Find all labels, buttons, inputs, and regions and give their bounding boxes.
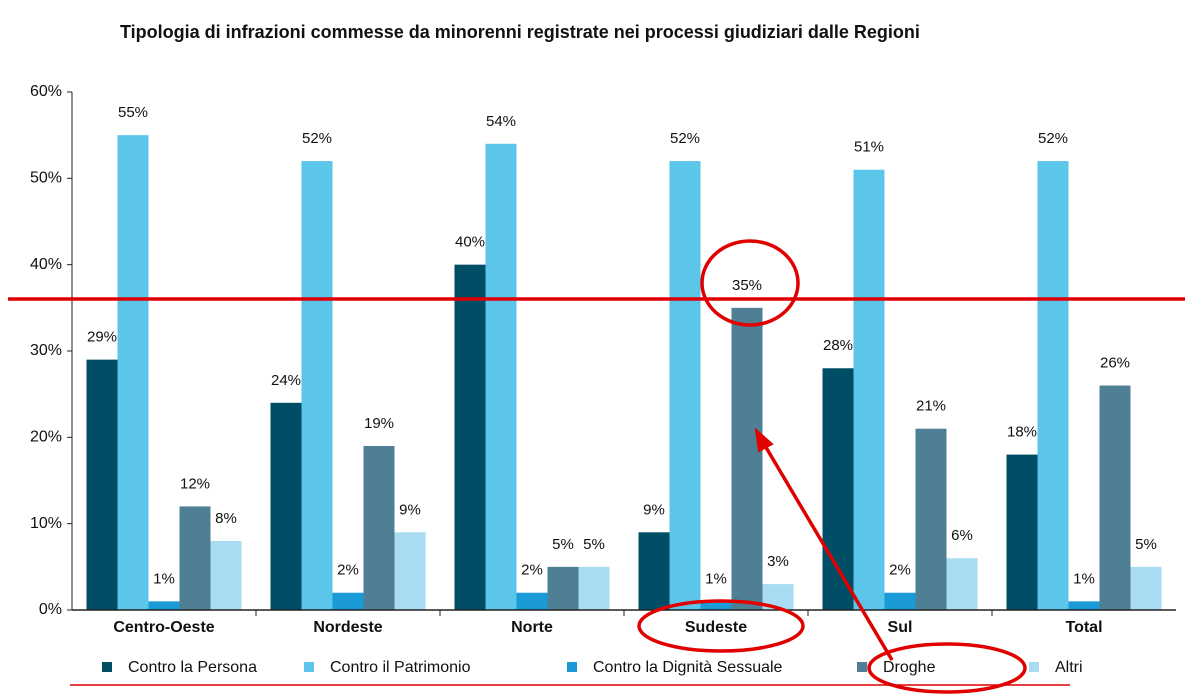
legend-label: Contro la Persona xyxy=(128,659,257,676)
value-label: 40% xyxy=(455,234,485,251)
bar xyxy=(822,368,854,610)
value-label: 29% xyxy=(87,329,117,346)
bar xyxy=(210,540,242,610)
y-tick-label: 50% xyxy=(30,170,62,187)
bar xyxy=(578,566,610,610)
x-tick-label: Norte xyxy=(511,619,553,636)
value-label: 18% xyxy=(1007,424,1037,441)
bar xyxy=(700,601,732,610)
value-label: 8% xyxy=(215,510,237,527)
value-label: 35% xyxy=(732,277,762,294)
annotation-circle xyxy=(700,239,800,327)
x-tick-label: Total xyxy=(1065,619,1102,636)
x-tick-label: Centro-Oeste xyxy=(113,619,214,636)
bar xyxy=(1099,385,1131,610)
bar xyxy=(915,428,947,610)
y-tick-label: 20% xyxy=(30,429,62,446)
bar xyxy=(731,307,763,610)
value-label: 1% xyxy=(705,570,727,587)
annotation-arrow xyxy=(762,443,894,661)
value-label: 1% xyxy=(1073,570,1095,587)
bar xyxy=(853,169,885,610)
value-label: 52% xyxy=(1038,130,1068,147)
x-tick-label: Sul xyxy=(888,619,913,636)
arrow-head xyxy=(754,427,774,453)
bar xyxy=(179,506,211,610)
value-label: 1% xyxy=(153,570,175,587)
legend-label: Altri xyxy=(1055,659,1083,676)
value-label: 12% xyxy=(180,475,210,492)
y-tick-label: 30% xyxy=(30,342,62,359)
bar xyxy=(547,566,579,610)
legend-swatch xyxy=(1029,662,1039,672)
value-label: 3% xyxy=(767,553,789,570)
legend-label: Contro il Patrimonio xyxy=(330,659,471,676)
x-tick-label: Sudeste xyxy=(685,619,747,636)
bar xyxy=(884,592,916,610)
bar xyxy=(301,161,333,611)
value-label: 5% xyxy=(583,536,605,553)
bar xyxy=(669,161,701,611)
x-tick-label: Nordeste xyxy=(313,619,382,636)
value-label: 55% xyxy=(118,104,148,121)
legend: Contro la Persona Contro il Patrimonio Con… xyxy=(102,659,1083,676)
y-tick-label: 40% xyxy=(30,256,62,273)
bar xyxy=(86,359,118,610)
bar xyxy=(117,135,149,610)
value-label: 19% xyxy=(364,415,394,432)
y-tick-label: 10% xyxy=(30,515,62,532)
value-label: 2% xyxy=(889,562,911,579)
legend-swatch xyxy=(857,662,867,672)
legend-label: Contro la Dignità Sessuale xyxy=(593,659,783,676)
legend-swatch xyxy=(304,662,314,672)
value-label: 5% xyxy=(552,536,574,553)
value-label: 2% xyxy=(337,562,359,579)
legend-label: Droghe xyxy=(883,659,936,676)
bar xyxy=(394,532,426,610)
value-label: 6% xyxy=(951,527,973,544)
value-label: 52% xyxy=(302,130,332,147)
bar xyxy=(332,592,364,610)
annotation-circle xyxy=(637,599,805,653)
bar xyxy=(516,592,548,610)
y-tick-label: 60% xyxy=(30,83,62,100)
bar xyxy=(1068,601,1100,610)
value-label: 52% xyxy=(670,130,700,147)
bar xyxy=(270,402,302,610)
bar xyxy=(363,445,395,610)
y-tick-label: 0% xyxy=(39,601,62,618)
bar xyxy=(1130,566,1162,610)
bar xyxy=(485,143,517,611)
bar xyxy=(1006,454,1038,610)
value-label: 9% xyxy=(643,501,665,518)
value-label: 54% xyxy=(486,113,516,130)
value-label: 28% xyxy=(823,337,853,354)
value-label: 24% xyxy=(271,372,301,389)
value-label: 51% xyxy=(854,139,884,156)
bar xyxy=(454,264,486,610)
annotation-circle xyxy=(867,642,1027,694)
value-label: 2% xyxy=(521,562,543,579)
plot: 0% 10% 20% 30% 40% 50% 60% 29% 55% 1% 12% 8% Centro-… xyxy=(30,83,1176,636)
bar xyxy=(638,532,670,610)
bar xyxy=(946,558,978,610)
chart-title: Tipologia di infrazioni commesse da mino… xyxy=(120,22,920,42)
value-label: 5% xyxy=(1135,536,1157,553)
legend-swatch xyxy=(567,662,577,672)
value-label: 21% xyxy=(916,398,946,415)
value-label: 26% xyxy=(1100,355,1130,372)
bar xyxy=(148,601,180,610)
legend-swatch xyxy=(102,662,112,672)
value-label: 9% xyxy=(399,501,421,518)
bar xyxy=(1037,161,1069,611)
